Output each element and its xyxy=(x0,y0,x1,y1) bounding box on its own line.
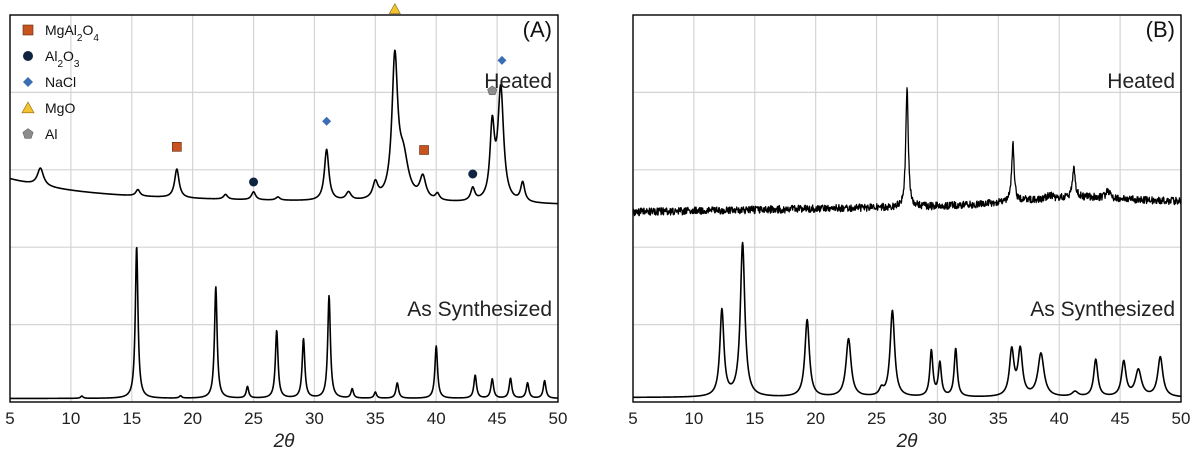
x-tick-label: 25 xyxy=(867,409,886,428)
x-tick-label: 10 xyxy=(61,409,80,428)
trace-heated xyxy=(632,87,1182,217)
trace-heated xyxy=(9,49,559,205)
trace-label: As Synthesized xyxy=(1030,298,1175,321)
peak-marker-square xyxy=(419,145,429,155)
peak-marker-diamond xyxy=(497,55,507,65)
x-tick-label: 20 xyxy=(183,409,202,428)
panel-label: (B) xyxy=(1146,17,1175,42)
peak-marker-square xyxy=(172,142,182,152)
peak-marker-circle xyxy=(249,177,259,187)
peak-marker-pentagon xyxy=(487,85,498,96)
panel-b: Heated As Synthesized (B) 5 10 15 20 25 30 35 40 45… xyxy=(628,14,1190,452)
legend-marker-circle xyxy=(23,51,33,61)
plot-area xyxy=(633,15,1181,402)
x-tick-label: 10 xyxy=(684,409,703,428)
x-tick-label: 5 xyxy=(628,409,637,428)
trace-as-synthesized xyxy=(9,246,559,400)
x-tick-label: 15 xyxy=(745,409,764,428)
x-tick-label: 40 xyxy=(1050,409,1069,428)
legend-marker-diamond xyxy=(23,77,33,87)
x-axis-title: 2θ xyxy=(273,431,296,452)
peak-marker-triangle xyxy=(388,3,401,14)
x-tick-label: 35 xyxy=(366,409,385,428)
x-tick-label: 20 xyxy=(806,409,825,428)
legend-label: MgAl2O4 xyxy=(45,22,99,44)
trace-label: As Synthesized xyxy=(407,298,552,321)
legend-marker-triangle xyxy=(21,101,35,114)
legend-label: MgO xyxy=(45,100,75,116)
legend-marker-pentagon xyxy=(22,128,34,139)
trace-label: Heated xyxy=(1107,70,1175,93)
x-tick-label: 45 xyxy=(1111,409,1130,428)
legend-marker-square xyxy=(22,24,34,36)
x-tick-label: 45 xyxy=(488,409,507,428)
legend-label: Al2O3 xyxy=(45,48,80,70)
x-tick-label: 40 xyxy=(427,409,446,428)
x-tick-label: 5 xyxy=(5,409,14,428)
x-tick-label: 50 xyxy=(549,409,568,428)
x-axis-title: 2θ xyxy=(896,431,919,452)
plot-frame xyxy=(9,14,559,403)
plot-frame xyxy=(632,14,1182,403)
peak-marker-diamond xyxy=(322,116,332,126)
plot-area xyxy=(10,15,558,402)
trace-as-synthesized xyxy=(632,241,1182,399)
trace-label: Heated xyxy=(484,70,552,93)
peak-marker-circle xyxy=(468,169,478,179)
x-tick-label: 15 xyxy=(122,409,141,428)
x-tick-label: 25 xyxy=(244,409,263,428)
x-tick-label: 30 xyxy=(305,409,324,428)
x-tick-label: 30 xyxy=(928,409,947,428)
x-tick-label: 35 xyxy=(989,409,1008,428)
x-tick-label: 50 xyxy=(1172,409,1190,428)
legend-label: NaCl xyxy=(45,74,76,90)
legend-label: Al xyxy=(45,126,57,142)
panel-label: (A) xyxy=(523,17,552,42)
panel-a: Heated As Synthesized (A) 5 10 15 20 25 30 35 40 45… xyxy=(5,3,568,452)
